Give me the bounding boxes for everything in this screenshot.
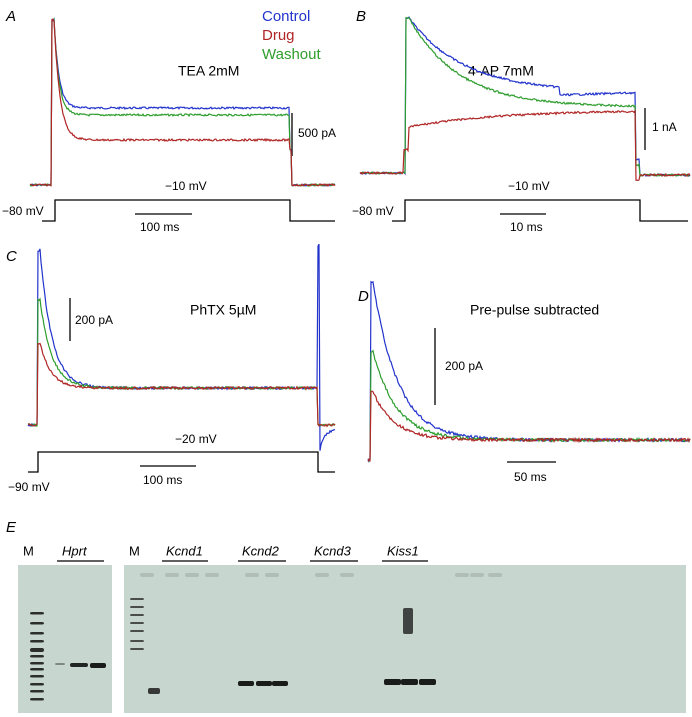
band [30, 683, 44, 686]
scale-label: 200 pA [445, 359, 483, 373]
band [30, 648, 44, 652]
lane-label: Hprt [62, 543, 88, 558]
band [130, 614, 144, 616]
voltage-label: −80 mV [2, 204, 44, 218]
band [30, 662, 44, 665]
panel-label: E [6, 519, 17, 536]
voltage-step [28, 451, 335, 473]
band [205, 573, 219, 577]
band [256, 681, 272, 686]
band [55, 663, 65, 665]
current-trace [359, 16, 691, 178]
scale-label: 200 pA [75, 313, 113, 327]
scale-label: 100 ms [143, 473, 182, 487]
band [185, 573, 199, 577]
band [130, 606, 144, 608]
panel-title: TEA 2mM [178, 63, 239, 79]
current-trace [367, 390, 691, 462]
panel-label: D [358, 288, 369, 305]
current-trace [359, 109, 691, 182]
band [265, 573, 279, 577]
band [470, 573, 484, 577]
lane-label: Kcnd3 [314, 543, 352, 558]
legend-control: Control [262, 8, 310, 25]
band [130, 598, 144, 600]
traces [27, 16, 691, 463]
lane-label: M [129, 543, 140, 558]
scale-label: 500 pA [298, 126, 336, 140]
current-trace [359, 16, 691, 177]
band [148, 688, 160, 694]
gel-bands [30, 573, 502, 701]
legend-washout: Washout [262, 46, 321, 63]
band [30, 698, 44, 701]
band [70, 663, 88, 667]
scale-label: 1 nA [652, 120, 677, 134]
scale-label: 10 ms [510, 220, 543, 234]
voltage-label: −90 mV [8, 480, 50, 494]
band [488, 573, 502, 577]
band [130, 622, 144, 624]
band [403, 608, 413, 634]
band [238, 681, 254, 686]
band [30, 690, 44, 693]
lane-label: M [23, 543, 34, 558]
panel-title: Pre-pulse subtracted [470, 302, 599, 318]
current-trace [27, 342, 336, 428]
band [165, 573, 179, 577]
band [272, 681, 288, 686]
voltage-step [392, 199, 688, 222]
band [90, 663, 106, 668]
band [30, 612, 44, 615]
band [315, 573, 329, 577]
scale-label: 100 ms [140, 220, 179, 234]
voltage-label: −20 mV [175, 432, 217, 446]
lane-label: Kcnd2 [242, 543, 280, 558]
lane-label: Kcnd1 [166, 543, 203, 558]
legend-drug: Drug [262, 27, 295, 44]
band [384, 679, 401, 685]
band [30, 640, 44, 643]
band [30, 675, 44, 678]
band [340, 573, 354, 577]
band [30, 622, 44, 625]
band [140, 573, 154, 577]
lane-label: Kiss1 [387, 543, 419, 558]
panel-label: C [6, 248, 17, 265]
scale-label: 50 ms [514, 470, 547, 484]
band [130, 640, 144, 642]
band [30, 668, 44, 671]
panel-title: 4-AP 7mM [468, 63, 534, 79]
current-trace [27, 243, 335, 451]
current-trace [29, 18, 336, 187]
band [245, 573, 259, 577]
voltage-label: −10 mV [165, 179, 207, 193]
band [130, 648, 144, 650]
band [401, 679, 418, 685]
band [30, 655, 44, 658]
panel-label: A [5, 8, 16, 25]
band [419, 679, 436, 685]
gel-image [124, 565, 686, 713]
current-trace [29, 18, 336, 187]
panel-title: PhTX 5µM [190, 302, 256, 318]
current-trace [367, 349, 691, 462]
gel-image [18, 565, 112, 713]
panel-label: B [356, 8, 366, 25]
voltage-label: −80 mV [352, 204, 394, 218]
band [130, 630, 144, 632]
voltage-step [42, 199, 335, 222]
band [455, 573, 469, 577]
current-trace [29, 17, 336, 187]
band [30, 632, 44, 635]
voltage-label: −10 mV [508, 179, 550, 193]
